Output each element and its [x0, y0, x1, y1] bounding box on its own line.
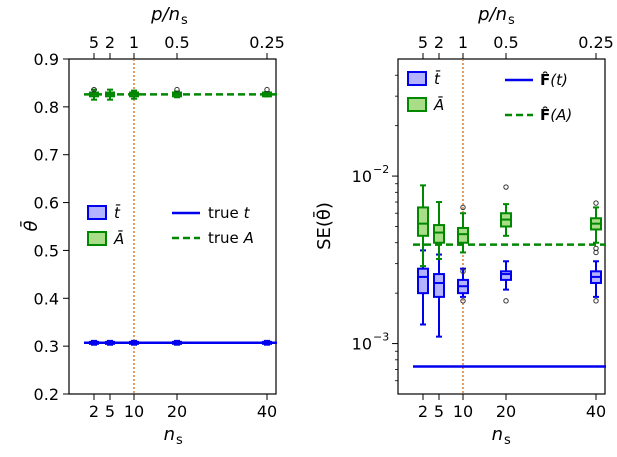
legend-swatch-t [87, 205, 107, 220]
right-y-tick-exp: −2 [373, 163, 389, 176]
right-box [500, 270, 512, 281]
legend-label-t-right: t̄ [434, 69, 441, 88]
legend-label-t: t̄ [114, 203, 121, 222]
right-outlier [593, 298, 599, 304]
left-y-tick-label: 0.9 [34, 50, 59, 69]
right-plot-area [413, 59, 606, 394]
left-top-label-main: p/n [150, 4, 180, 25]
left-top-tick-label: 2 [105, 33, 115, 52]
legend-swatch-t-right [407, 71, 427, 86]
right-x-tick-label: 20 [496, 402, 516, 421]
left-y-label: θ̄ [20, 220, 42, 231]
right-x-tick-label: 10 [453, 402, 473, 421]
right-box [417, 267, 429, 295]
left-y-tick-label: 0.6 [34, 194, 59, 213]
left-plot-area [84, 59, 277, 394]
legend-label-Ft: F̂(t) [540, 70, 568, 89]
left-top-ticks: 5 2 1 0.5 0.25 [89, 33, 285, 59]
left-top-label-sub: s [181, 13, 188, 28]
right-outlier [503, 298, 509, 304]
right-x-label: n s [492, 424, 511, 448]
right-x-tick-label: 5 [434, 402, 444, 421]
right-legend: t̄ Ā F̂(t) F̂(A) [407, 69, 572, 124]
left-outlier [91, 86, 97, 93]
right-top-tick-label: 2 [434, 33, 444, 52]
right-box [417, 206, 429, 237]
right-x-tick-label: 2 [418, 402, 428, 421]
left-legend: t̄ Ā true t true A [87, 203, 254, 248]
left-outlier [174, 86, 180, 93]
right-x-label-sub: s [504, 433, 511, 448]
left-y-tick-label: 0.2 [34, 385, 59, 404]
left-axes-frame [68, 58, 277, 395]
left-x-ticks: 2 5 10 20 40 [89, 394, 277, 421]
left-panel: 0.20.30.40.50.60.70.80.9 2 5 10 20 40 5 2 1 0.5… [20, 4, 285, 448]
right-top-tick-label: 1 [458, 33, 468, 52]
left-x-tick-label: 20 [167, 402, 187, 421]
right-top-tick-label: 0.25 [578, 33, 614, 52]
right-panel: 10−310−2 2 5 10 20 40 5 2 1 0.5 0.25 SE(θ̄) n s … [313, 4, 614, 448]
left-y-tick-label: 0.4 [34, 289, 59, 308]
legend-label-true-A: true A [208, 229, 254, 247]
right-y-tick-exp: −3 [373, 331, 389, 344]
left-y-tick-label: 0.5 [34, 241, 59, 260]
left-top-label: p/n s [150, 4, 188, 28]
right-top-ticks: 5 2 1 0.5 0.25 [418, 33, 614, 59]
right-box [457, 226, 469, 244]
right-y-tick-label: 10 [352, 167, 372, 186]
left-y-ticks: 0.2 0.3 0.4 0.5 0.6 0.7 0.8 0.9 [34, 50, 69, 404]
right-top-tick-label: 5 [418, 33, 428, 52]
right-x-tick-label: 40 [586, 402, 606, 421]
left-y-tick-label: 0.3 [34, 337, 59, 356]
left-top-tick-label: 0.25 [249, 33, 285, 52]
right-outlier [460, 204, 466, 211]
left-x-label-main: n [164, 424, 175, 445]
left-outlier [264, 86, 270, 93]
left-x-tick-label: 5 [105, 402, 115, 421]
left-x-tick-label: 2 [89, 402, 99, 421]
legend-label-A: Ā [113, 230, 124, 248]
right-top-tick-label: 0.5 [493, 33, 518, 52]
right-outlier [593, 200, 599, 206]
legend-label-A-right: Ā [433, 96, 444, 114]
left-y-tick-label: 0.8 [34, 98, 59, 117]
left-top-tick-label: 0.5 [164, 33, 189, 52]
right-outlier [593, 249, 599, 256]
legend-label-true-t: true t [208, 204, 251, 222]
legend-swatch-A-right [407, 97, 427, 112]
right-x-label-main: n [492, 424, 503, 445]
left-x-label: n s [164, 424, 183, 448]
legend-label-FA: F̂(A) [540, 105, 572, 124]
right-outlier [460, 268, 466, 275]
right-y-label: SE(θ̄) [313, 202, 335, 250]
legend-swatch-A [87, 231, 107, 246]
right-top-label: p/n s [477, 4, 515, 28]
left-x-tick-label: 10 [124, 402, 144, 421]
right-x-ticks: 2 5 10 20 40 [418, 394, 606, 421]
right-y-ticks: 10−310−2 [352, 74, 398, 382]
left-top-tick-label: 1 [129, 33, 139, 52]
right-outlier [503, 184, 509, 190]
right-y-tick-label: 10 [352, 335, 372, 354]
right-top-label-sub: s [508, 13, 515, 28]
left-y-tick-label: 0.7 [34, 146, 59, 165]
right-box [433, 273, 445, 298]
left-x-tick-label: 40 [257, 402, 277, 421]
left-top-tick-label: 5 [89, 33, 99, 52]
left-x-label-sub: s [176, 433, 183, 448]
right-top-label-main: p/n [477, 4, 507, 25]
right-outlier [460, 298, 466, 304]
right-box [433, 224, 445, 244]
